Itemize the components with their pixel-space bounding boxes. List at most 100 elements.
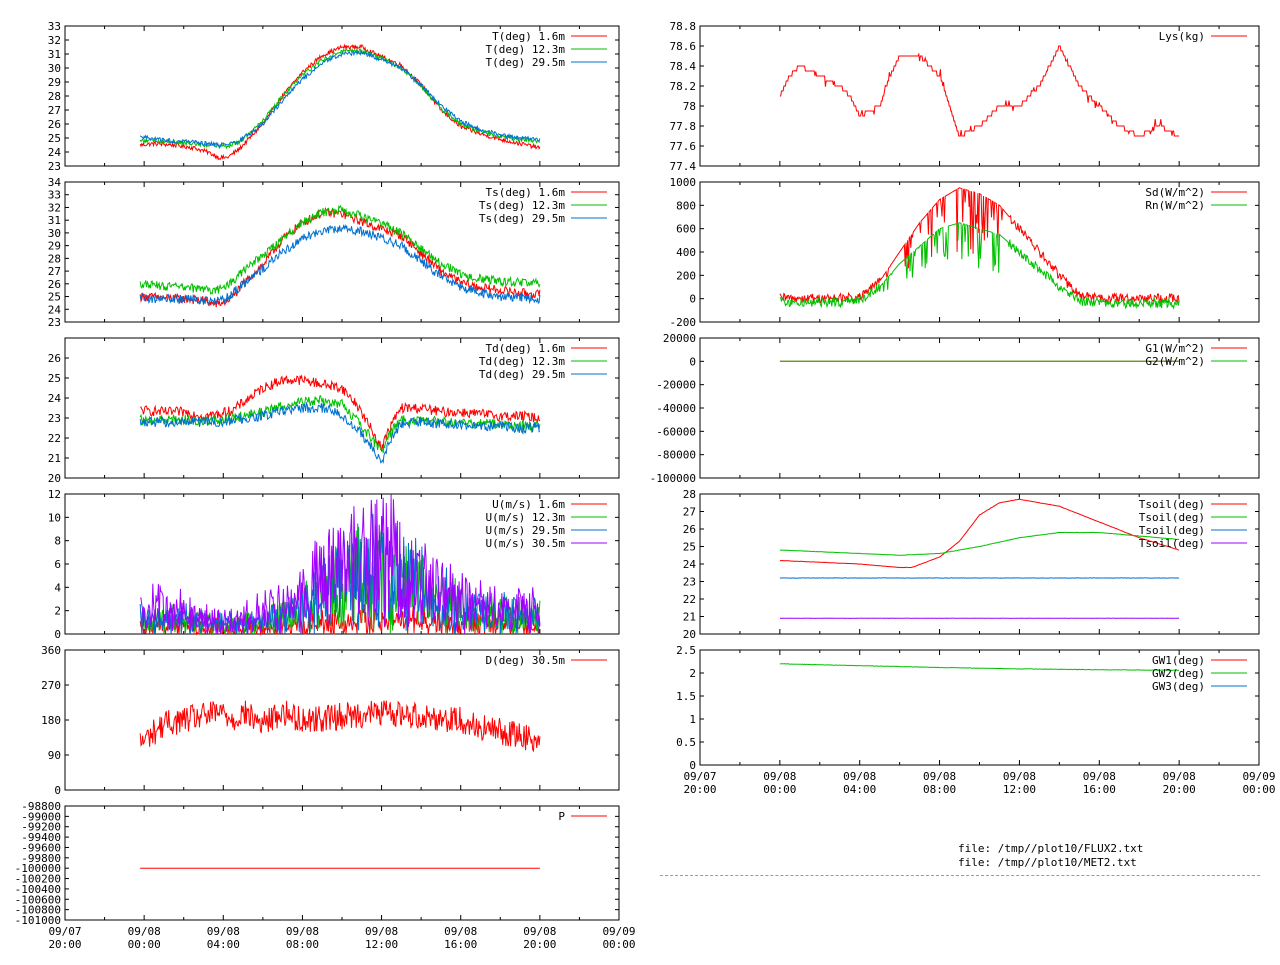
x-tick-label-time: 00:00 [763,783,796,796]
legend-label: Tsoil(deg) [1139,511,1205,524]
legend-label: Ts(deg) 1.6m [486,186,566,199]
y-tick-label: 23 [48,160,61,173]
y-tick-label: -200 [670,316,697,329]
y-tick-label: 2 [689,667,696,680]
x-tick-label-time: 20:00 [1163,783,1196,796]
y-tick-label: 2.5 [676,644,696,657]
x-tick-label-time: 12:00 [365,938,398,951]
y-tick-label: 20000 [663,332,696,345]
legend-label: Rn(W/m^2) [1145,199,1205,212]
y-tick-label: 90 [48,749,61,762]
y-tick-label: 27 [48,265,61,278]
y-tick-label: 77.4 [670,160,697,173]
plot-frame [700,26,1259,166]
x-tick-label-time: 08:00 [286,938,319,951]
series-line-Td-0 [140,376,540,451]
x-tick-label-time: 20:00 [683,783,716,796]
y-tick-label: 21 [48,452,61,465]
x-tick-label-time: 16:00 [1083,783,1116,796]
legend-label: G1(W/m^2) [1145,342,1205,355]
y-tick-label: 0 [689,293,696,306]
y-tick-label: 20 [683,628,696,641]
chart-P: -101000-100800-100600-100400-100200-1000… [15,800,636,951]
legend-label: P [558,810,565,823]
y-tick-label: -40000 [656,402,696,415]
y-tick-label: -100000 [650,472,696,485]
series-line-T-0 [140,45,540,160]
y-tick-label: 29 [48,76,61,89]
y-tick-label: 21 [683,611,696,624]
y-tick-label: 1.5 [676,690,696,703]
y-tick-label: 32 [48,201,61,214]
y-tick-label: 4 [54,581,61,594]
x-tick-label-time: 00:00 [1242,783,1275,796]
y-tick-label: 180 [41,714,61,727]
y-tick-label: 1 [689,713,696,726]
y-tick-label: 33 [48,189,61,202]
file-note-flux: file: /tmp//plot10/FLUX2.txt [958,842,1143,855]
x-tick-label-time: 08:00 [923,783,956,796]
series-line-T-2 [140,51,540,147]
y-tick-label: 25 [48,291,61,304]
x-tick-label-time: 12:00 [1003,783,1036,796]
plot-frame [65,806,619,920]
x-tick-label-time: 04:00 [207,938,240,951]
y-tick-label: -80000 [656,449,696,462]
y-tick-label: 24 [48,392,62,405]
y-tick-label: -98800 [21,800,61,813]
x-tick-label-date: 09/08 [1163,770,1196,783]
legend-label: Tsoil(deg) [1139,498,1205,511]
x-tick-label-time: 20:00 [523,938,556,951]
x-tick-label-date: 09/08 [286,925,319,938]
x-tick-label-date: 09/07 [48,925,81,938]
y-tick-label: 26 [48,352,61,365]
legend-label: GW1(deg) [1152,654,1205,667]
y-tick-label: 26 [48,118,61,131]
series-line-Lys-0 [780,46,1179,136]
x-tick-label-time: 00:00 [128,938,161,951]
y-tick-label: 2 [54,605,61,618]
chart-G: -100000-80000-60000-40000-20000020000G1(… [650,332,1259,485]
x-tick-label-date: 09/08 [923,770,956,783]
y-tick-label: 31 [48,48,61,61]
series-line-Ts-2 [140,225,540,305]
series-line-T-1 [140,49,540,148]
y-tick-label: 23 [48,412,61,425]
chart-GW: 00.511.522.509/0720:0009/0800:0009/0804:… [676,644,1275,796]
y-tick-label: 6 [54,558,61,571]
y-tick-label: 28 [48,252,61,265]
y-tick-label: 78.2 [670,80,697,93]
series-line-D-0 [140,701,540,751]
legend-label: Ts(deg) 12.3m [479,199,565,212]
y-tick-label: 30 [48,62,61,75]
legend-label: Td(deg) 12.3m [479,355,565,368]
legend-label: U(m/s) 29.5m [486,524,566,537]
y-tick-label: 200 [676,269,696,282]
legend-label: U(m/s) 1.6m [492,498,565,511]
y-tick-label: 26 [683,523,696,536]
legend-label: Td(deg) 29.5m [479,368,565,381]
y-tick-label: 0 [689,355,696,368]
file-note-met: file: /tmp//plot10/MET2.txt [958,856,1137,869]
y-tick-label: 33 [48,20,61,33]
y-tick-label: -20000 [656,379,696,392]
y-tick-label: 27 [48,104,61,117]
x-tick-label-time: 20:00 [48,938,81,951]
y-tick-label: 28 [683,488,696,501]
legend-label: T(deg) 12.3m [486,43,566,56]
legend-label: U(m/s) 30.5m [486,537,566,550]
legend-label: Sd(W/m^2) [1145,186,1205,199]
y-tick-label: 27 [683,506,696,519]
y-tick-label: 23 [683,576,696,589]
series-line-Tsoil-0 [780,499,1179,568]
x-tick-label-date: 09/08 [763,770,796,783]
x-tick-label-date: 09/07 [683,770,716,783]
x-tick-label-date: 09/09 [1242,770,1275,783]
y-tick-label: 78.8 [670,20,697,33]
y-tick-label: 23 [48,316,61,329]
y-tick-label: 0.5 [676,736,696,749]
